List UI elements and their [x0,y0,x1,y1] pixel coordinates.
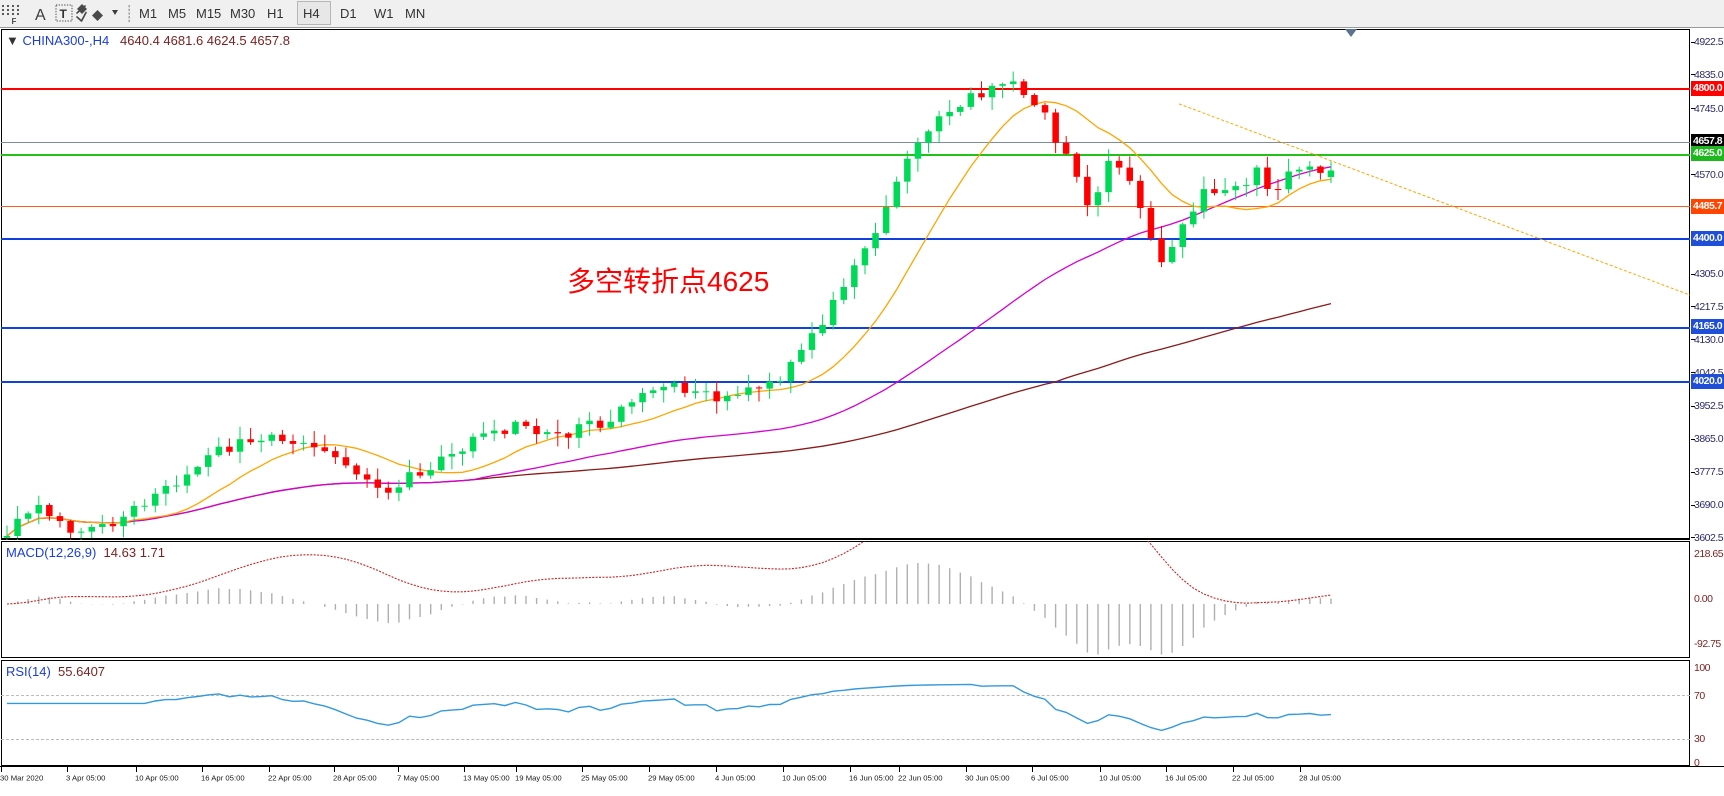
svg-text:T: T [60,7,68,21]
svg-text:A: A [35,7,46,24]
svg-text:F: F [12,17,17,26]
